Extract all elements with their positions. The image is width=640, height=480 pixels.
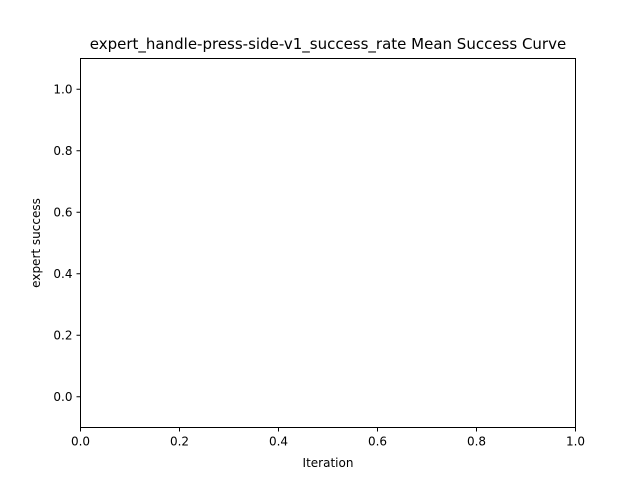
y-tick-label: 0.8	[53, 144, 72, 158]
y-axis-label: expert success	[29, 198, 43, 288]
y-tick-label: 0.2	[53, 328, 72, 342]
x-tick-label: 0.8	[467, 435, 486, 449]
y-tick-label: 1.0	[53, 82, 72, 96]
y-tick-label: 0.0	[53, 390, 72, 404]
x-axis: 0.0 0.2 0.4 0.6 0.8 1.0	[71, 427, 585, 449]
plot-frame	[80, 58, 576, 428]
x-tick-label: 0.0	[71, 435, 90, 449]
chart-title: expert_handle-press-side-v1_success_rate…	[90, 35, 566, 54]
y-axis: 0.0 0.2 0.4 0.6 0.8 1.0	[53, 82, 81, 404]
y-tick-label: 0.6	[53, 205, 72, 219]
x-tick-label: 1.0	[566, 435, 585, 449]
plot-area	[80, 58, 576, 428]
x-axis-label: Iteration	[303, 456, 354, 470]
x-tick-label: 0.4	[269, 435, 288, 449]
x-tick-label: 0.2	[170, 435, 189, 449]
x-tick-label: 0.6	[368, 435, 387, 449]
y-tick-label: 0.4	[53, 267, 72, 281]
